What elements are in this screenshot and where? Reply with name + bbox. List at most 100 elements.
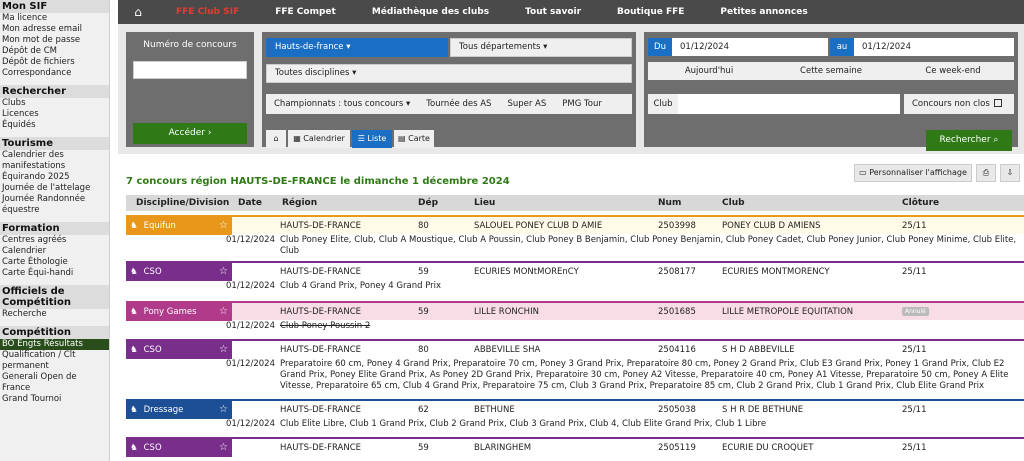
du-input[interactable]: 01/12/2024 bbox=[672, 38, 828, 56]
num-cell: 2503998 bbox=[658, 220, 696, 231]
star-icon[interactable]: ☆ bbox=[219, 220, 228, 231]
table-row[interactable]: ♞ CSO ☆ HAUTS-DE-FRANCE 80 ABBEVILLE SHA 25041… bbox=[126, 339, 1024, 359]
discipline-tag[interactable]: ♞ CSO ☆ bbox=[126, 438, 232, 457]
star-icon[interactable]: ☆ bbox=[219, 344, 228, 355]
detail-events: Club 4 Grand Prix, Poney 4 Grand Prix bbox=[280, 281, 442, 291]
table-row[interactable]: ♞ Dressage ☆ HAUTS-DE-FRANCE 62 BETHUNE 250503… bbox=[126, 399, 1024, 419]
sidebar-item[interactable]: Carte Éthologie bbox=[2, 257, 68, 267]
discipline-tag[interactable]: ♞ CSO ☆ bbox=[126, 340, 232, 359]
table-row[interactable]: ♞ CSO ☆ HAUTS-DE-FRANCE 59 ECURIES MONtMOREnC… bbox=[126, 261, 1024, 281]
region-select[interactable]: Hauts-de-france ▾ bbox=[266, 38, 448, 57]
rechercher-button[interactable]: Rechercher ⌕ bbox=[926, 130, 1012, 151]
competition-details: 01/12/2024 Club 4 Grand Prix, Poney 4 Gra… bbox=[126, 281, 1024, 292]
table-row[interactable]: ♞ Equifun ☆ HAUTS-DE-FRANCE 80 SALOUEL PONEY … bbox=[126, 215, 1024, 235]
search-icon: ⌕ bbox=[993, 135, 999, 145]
sidebar-item[interactable]: Dépôt de CM bbox=[2, 46, 58, 56]
club-cell: PONEY CLUB D AMIENS bbox=[722, 220, 821, 231]
col-date[interactable]: Date bbox=[238, 198, 262, 208]
weekend-button[interactable]: Ce week-end bbox=[925, 66, 981, 76]
col-lieu[interactable]: Lieu bbox=[474, 198, 496, 208]
sidebar-item[interactable]: Correspondance bbox=[2, 68, 72, 78]
sidebar-item[interactable]: Generali Open de France bbox=[2, 372, 77, 393]
calendrier-button[interactable]: ▦ Calendrier bbox=[288, 130, 350, 148]
discipline-select[interactable]: Toutes disciplines ▾ bbox=[266, 64, 632, 83]
sidebar-item[interactable]: Journée de l'attelage bbox=[2, 183, 91, 193]
acceder-button[interactable]: Accéder › bbox=[133, 123, 247, 144]
star-icon[interactable]: ☆ bbox=[219, 404, 228, 415]
nav-ffe-compet[interactable]: FFE Compet bbox=[275, 7, 336, 17]
sidebar-item-active[interactable]: BO Engts Résultats bbox=[0, 339, 109, 350]
table-row[interactable]: ♞ Pony Games ☆ HAUTS-DE-FRANCE 59 LILLE RONCH… bbox=[126, 301, 1024, 321]
detail-events: Club Elite Libre, Club 1 Grand Prix, Clu… bbox=[280, 419, 767, 429]
nav-petites-annonces[interactable]: Petites annonces bbox=[720, 7, 808, 17]
acceder-label: Accéder bbox=[168, 128, 205, 138]
table-row[interactable]: ♞ CSO ☆ HAUTS-DE-FRANCE 59 BLARINGHEM 2505119 E… bbox=[126, 437, 1024, 457]
discipline-tag[interactable]: ♞ Equifun ☆ bbox=[126, 216, 232, 235]
print-icon[interactable]: ⎙ bbox=[976, 164, 996, 182]
sidebar-item[interactable]: Mon mot de passe bbox=[2, 35, 81, 45]
col-discipline[interactable]: Discipline/Division bbox=[136, 198, 230, 208]
sidebar-item[interactable]: Carte Équi-handi bbox=[2, 268, 74, 278]
personnaliser-button[interactable]: ▭ Personnaliser l'affichage bbox=[854, 164, 972, 182]
col-cloture[interactable]: Clôture bbox=[902, 198, 940, 208]
non-clos-checkbox[interactable]: Concours non clos bbox=[904, 94, 1014, 114]
club-input[interactable] bbox=[678, 94, 900, 114]
col-region[interactable]: Région bbox=[282, 198, 318, 208]
sidebar-item[interactable]: Dépôt de fichiers bbox=[2, 57, 75, 67]
sidebar-item[interactable]: Recherche bbox=[2, 309, 47, 319]
col-club[interactable]: Club bbox=[722, 198, 745, 208]
club-cell: ECURIE DU CROQUET bbox=[722, 442, 814, 453]
sidebar-item[interactable]: Journée Randonnée équestre bbox=[2, 194, 86, 215]
lieu-cell: LILLE RONCHIN bbox=[474, 306, 539, 317]
club-cell: S H R DE BETHUNE bbox=[722, 404, 804, 415]
liste-button[interactable]: ☰ Liste bbox=[352, 130, 392, 148]
sidebar-item[interactable]: Qualification / Clt permanent bbox=[2, 350, 76, 371]
sidebar-item[interactable]: Équirando 2025 bbox=[2, 172, 70, 182]
sidebar-item[interactable]: Calendrier des manifestations bbox=[2, 150, 66, 171]
star-icon[interactable]: ☆ bbox=[219, 306, 228, 317]
star-icon[interactable]: ☆ bbox=[219, 442, 228, 453]
sidebar-item[interactable]: Mon adresse email bbox=[2, 24, 82, 34]
sidebar-item[interactable]: Ma licence bbox=[2, 13, 48, 23]
sidebar-item[interactable]: Clubs bbox=[2, 98, 26, 108]
sidebar-item[interactable]: Équidés bbox=[2, 120, 36, 130]
du-label: Du bbox=[648, 38, 672, 56]
star-icon[interactable]: ☆ bbox=[219, 266, 228, 277]
super-as-link[interactable]: Super AS bbox=[507, 99, 547, 109]
carte-button[interactable]: ▤ Carte bbox=[394, 130, 434, 148]
club-cell: S H D ABBEVILLE bbox=[722, 344, 795, 355]
nav-boutique[interactable]: Boutique FFE bbox=[617, 7, 685, 17]
col-num[interactable]: Num bbox=[658, 198, 682, 208]
departement-select[interactable]: Tous départements ▾ bbox=[450, 38, 632, 57]
dep-cell: 59 bbox=[418, 442, 429, 453]
competition-details: 01/12/2024 Club Poney Elite, Club, Club A… bbox=[126, 235, 1024, 257]
discipline-tag[interactable]: ♞ Pony Games ☆ bbox=[126, 302, 232, 321]
discipline-tag[interactable]: ♞ Dressage ☆ bbox=[126, 400, 232, 419]
col-dep[interactable]: Dép bbox=[418, 198, 439, 208]
nav-ffe-club-sif[interactable]: FFE Club SIF bbox=[176, 7, 240, 17]
championnat-select[interactable]: Championnats : tous concours ▾ bbox=[274, 99, 411, 109]
semaine-button[interactable]: Cette semaine bbox=[800, 66, 862, 76]
sidebar-item[interactable]: Calendrier bbox=[2, 246, 47, 256]
pmg-tour-link[interactable]: PMG Tour bbox=[562, 99, 602, 109]
detail-date: 01/12/2024 bbox=[226, 321, 275, 331]
sidebar-section-title: Formation bbox=[0, 222, 109, 235]
au-input[interactable]: 01/12/2024 bbox=[854, 38, 1014, 56]
nav-mediatheque[interactable]: Médiathèque des clubs bbox=[371, 7, 490, 17]
numero-input[interactable] bbox=[133, 61, 247, 79]
discipline-tag[interactable]: ♞ CSO ☆ bbox=[126, 262, 232, 281]
num-cell: 2505038 bbox=[658, 404, 696, 415]
aujourdhui-button[interactable]: Aujourd'hui bbox=[684, 66, 734, 76]
export-icon[interactable]: ⇩ bbox=[1000, 164, 1020, 182]
sidebar-item[interactable]: Grand Tournoi bbox=[2, 394, 62, 404]
home-view-icon[interactable]: ⌂ bbox=[266, 130, 286, 148]
sidebar-item[interactable]: Licences bbox=[2, 109, 39, 119]
left-sidebar: Mon SIF Ma licence Mon adresse email Mon… bbox=[0, 0, 110, 461]
personnaliser-label: Personnaliser l'affichage bbox=[869, 168, 967, 177]
nav-tout-savoir[interactable]: Tout savoir bbox=[525, 7, 582, 17]
sidebar-section-title: Tourisme bbox=[0, 137, 109, 150]
tournee-as-link[interactable]: Tournée des AS bbox=[426, 99, 492, 109]
sidebar-item[interactable]: Centres agréés bbox=[2, 235, 67, 245]
num-cell: 2505119 bbox=[658, 442, 696, 453]
home-icon[interactable]: ⌂ bbox=[134, 5, 142, 19]
